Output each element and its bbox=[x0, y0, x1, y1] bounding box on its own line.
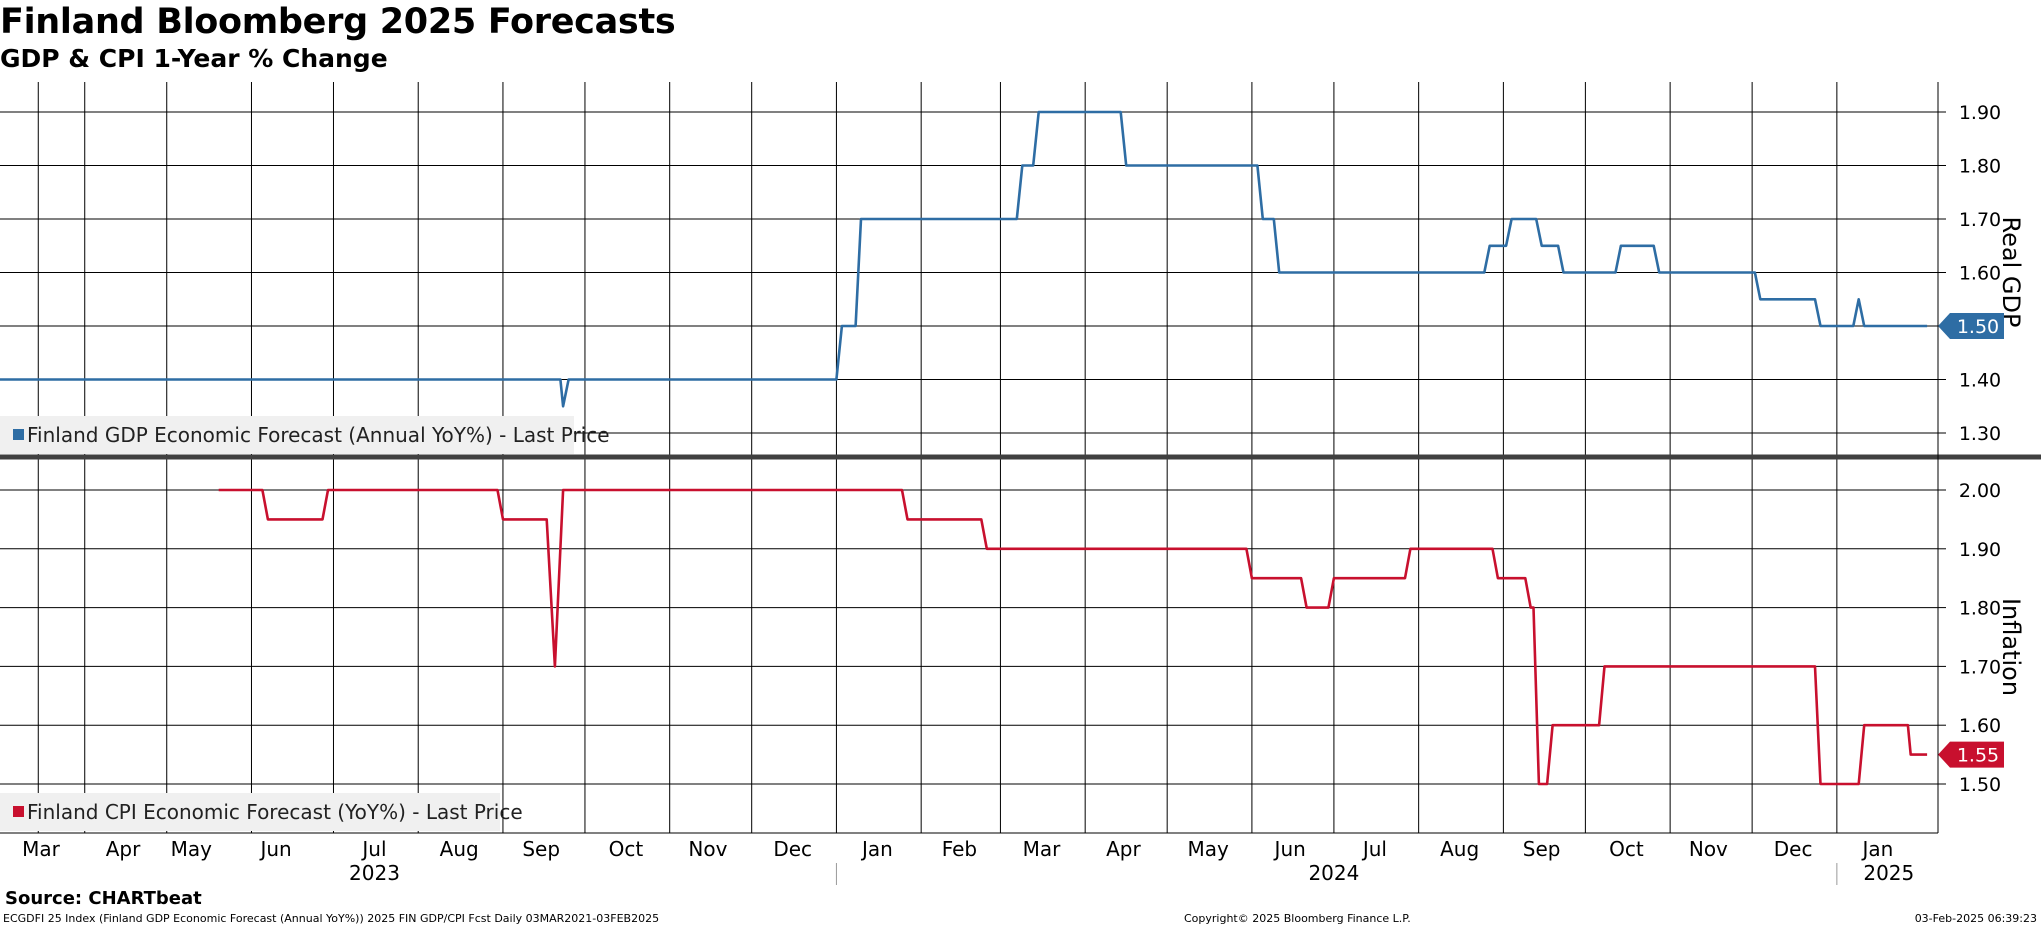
last-value-tag-text: 1.55 bbox=[1957, 745, 1999, 767]
x-month-label: Dec bbox=[1774, 837, 1813, 861]
x-month-label: Jul bbox=[360, 837, 386, 861]
y-tick-label: 1.60 bbox=[1959, 715, 2001, 737]
chart-subtitle: GDP & CPI 1-Year % Change bbox=[0, 44, 388, 73]
x-month-label: Jun bbox=[1273, 837, 1306, 861]
last-value-tag-shape bbox=[1938, 313, 2004, 339]
x-month-label: May bbox=[1187, 837, 1229, 861]
cpi-forecast-line bbox=[218, 488, 1928, 786]
y-tick-label: 1.90 bbox=[1959, 102, 2001, 124]
x-year-label: 2023 bbox=[349, 861, 400, 885]
x-month-label: Sep bbox=[522, 837, 560, 861]
x-month-label: Apr bbox=[106, 837, 141, 861]
y-tick-label: 1.70 bbox=[1959, 656, 2001, 678]
cpi-legend: Finland CPI Economic Forecast (YoY%) - L… bbox=[0, 793, 523, 831]
legend-swatch bbox=[13, 429, 24, 440]
y-tick-label: 1.90 bbox=[1959, 539, 2001, 561]
y-tick-label: 2.00 bbox=[1959, 480, 2001, 502]
source-note: Source: CHARTbeat bbox=[5, 888, 202, 909]
y-axis-title: Inflation bbox=[1997, 598, 2025, 696]
x-month-label: Oct bbox=[609, 837, 644, 861]
legend-background bbox=[0, 793, 500, 831]
x-month-label: Jan bbox=[860, 837, 893, 861]
x-month-label: Feb bbox=[942, 837, 977, 861]
x-year-label: 2024 bbox=[1308, 861, 1359, 885]
gdp-legend: Finland GDP Economic Forecast (Annual Yo… bbox=[0, 416, 610, 454]
y-tick-label: 1.80 bbox=[1959, 156, 2001, 178]
gdp-last-value-tag: 1.50 bbox=[1938, 313, 2004, 339]
y-tick-label: 1.30 bbox=[1959, 423, 2001, 445]
x-month-label: Aug bbox=[440, 837, 479, 861]
y-tick-label: 1.50 bbox=[1959, 774, 2001, 796]
y-tick-label: 1.60 bbox=[1959, 263, 2001, 285]
x-month-label: Mar bbox=[1023, 837, 1062, 861]
y-tick-label: 1.80 bbox=[1959, 598, 2001, 620]
x-month-label: Jan bbox=[1860, 837, 1893, 861]
x-month-label: Nov bbox=[1689, 837, 1728, 861]
x-month-label: Jul bbox=[1361, 837, 1387, 861]
gdp-forecast-line bbox=[0, 110, 1928, 408]
y-tick-label: 1.40 bbox=[1959, 370, 2001, 392]
x-month-label: May bbox=[171, 837, 213, 861]
footer-copyright: Copyright© 2025 Bloomberg Finance L.P. bbox=[1184, 912, 1411, 925]
x-month-label: Mar bbox=[22, 837, 61, 861]
x-month-label: Oct bbox=[1609, 837, 1644, 861]
x-month-label: Nov bbox=[688, 837, 727, 861]
x-year-label: 2025 bbox=[1863, 861, 1914, 885]
x-month-label: Apr bbox=[1106, 837, 1141, 861]
footer-timestamp: 03-Feb-2025 06:39:23 bbox=[1914, 912, 2037, 925]
legend-label: Finland GDP Economic Forecast (Annual Yo… bbox=[27, 423, 610, 447]
cpi-last-value-tag: 1.55 bbox=[1938, 741, 2004, 768]
x-month-label: Dec bbox=[773, 837, 812, 861]
x-month-label: Aug bbox=[1440, 837, 1479, 861]
x-month-label: Jun bbox=[258, 837, 291, 861]
legend-label: Finland CPI Economic Forecast (YoY%) - L… bbox=[27, 800, 523, 824]
footer-index-info: ECGDFI 25 Index (Finland GDP Economic Fo… bbox=[3, 912, 660, 925]
x-month-label: Sep bbox=[1523, 837, 1561, 861]
legend-background bbox=[0, 416, 574, 454]
chart-title: Finland Bloomberg 2025 Forecasts bbox=[0, 2, 676, 42]
legend-swatch bbox=[13, 806, 24, 817]
y-axis-title: Real GDP bbox=[1997, 217, 2025, 328]
last-value-tag-text: 1.50 bbox=[1957, 316, 1999, 338]
last-value-tag-shape bbox=[1938, 741, 2004, 768]
y-tick-label: 1.70 bbox=[1959, 209, 2001, 231]
